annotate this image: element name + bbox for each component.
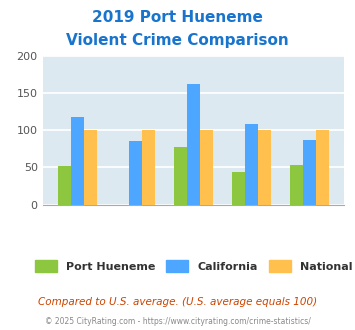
Bar (303, 140, 316, 205)
Bar (142, 130, 154, 205)
Bar (71, 117, 84, 205)
Bar (290, 164, 303, 205)
Legend: Port Hueneme, California, National: Port Hueneme, California, National (30, 256, 355, 276)
Bar (84, 130, 97, 205)
Bar (316, 130, 329, 205)
Bar (58, 166, 71, 205)
Bar (233, 172, 245, 205)
Bar (245, 124, 258, 205)
Text: © 2025 CityRating.com - https://www.cityrating.com/crime-statistics/: © 2025 CityRating.com - https://www.city… (45, 317, 310, 326)
Text: Violent Crime Comparison: Violent Crime Comparison (66, 33, 289, 48)
Text: Compared to U.S. average. (U.S. average equals 100): Compared to U.S. average. (U.S. average … (38, 297, 317, 307)
Bar (187, 84, 200, 205)
Bar (200, 130, 213, 205)
Bar (258, 130, 271, 205)
Bar (129, 141, 142, 205)
Bar (174, 147, 187, 205)
Text: 2019 Port Hueneme: 2019 Port Hueneme (92, 10, 263, 25)
